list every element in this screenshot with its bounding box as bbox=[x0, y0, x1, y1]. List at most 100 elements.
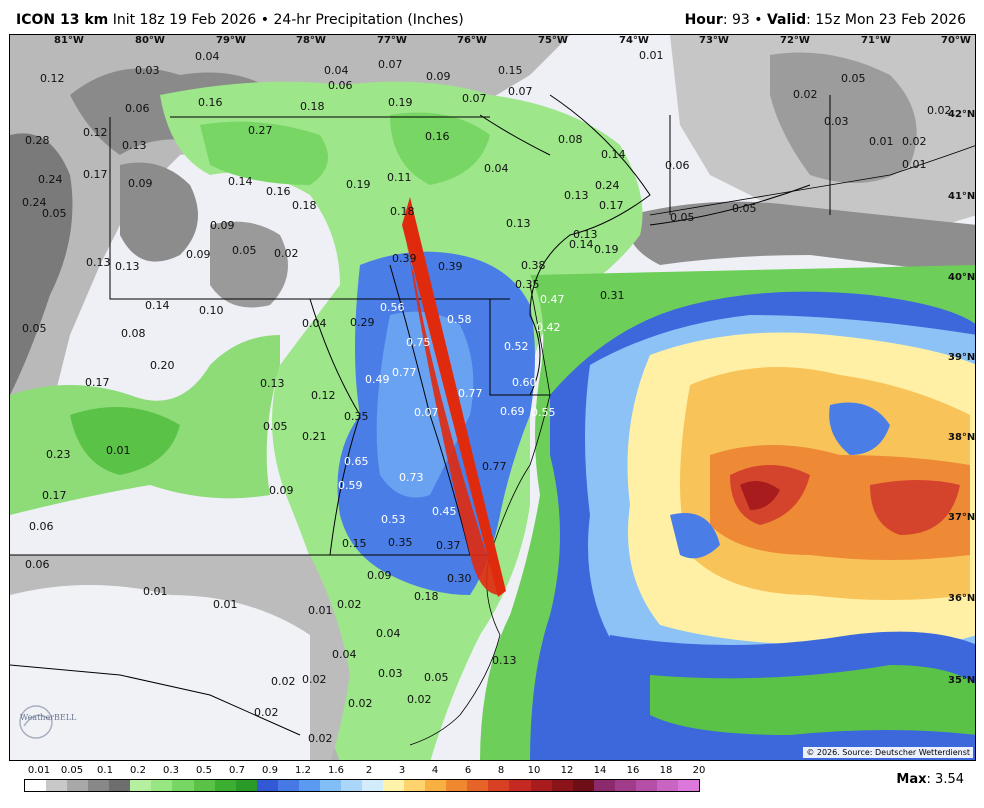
precip-value: 0.01 bbox=[106, 444, 131, 457]
precip-value: 0.12 bbox=[83, 126, 108, 139]
precip-value: 0.13 bbox=[122, 139, 147, 152]
precipitation-legend: 0.01 0.05 0.1 0.2 0.3 0.5 0.7 0.9 1.2 1.6 2 3 4 6 8 10 1… bbox=[24, 765, 705, 795]
legend-label: 0.1 bbox=[97, 765, 113, 776]
precip-value: 0.13 bbox=[564, 189, 589, 202]
precip-value: 0.53 bbox=[381, 513, 406, 526]
precip-value: 0.16 bbox=[266, 185, 291, 198]
legend-label: 1.6 bbox=[328, 765, 344, 776]
precip-value: 0.06 bbox=[25, 558, 50, 571]
precip-value: 0.02 bbox=[254, 706, 279, 719]
precip-value: 0.13 bbox=[86, 256, 111, 269]
precip-value: 0.01 bbox=[213, 598, 238, 611]
lon-label: 76°W bbox=[457, 35, 487, 46]
legend-swatch bbox=[614, 780, 636, 791]
precip-value: 0.77 bbox=[482, 460, 507, 473]
legend-swatch bbox=[130, 780, 152, 791]
legend-swatch bbox=[235, 780, 257, 791]
precip-value: 0.05 bbox=[732, 202, 757, 215]
legend-swatch bbox=[656, 780, 678, 791]
hour-label: Hour bbox=[684, 12, 723, 28]
model-name: ICON 13 km bbox=[16, 12, 109, 28]
precip-value: 0.04 bbox=[332, 648, 357, 661]
legend-swatch bbox=[446, 780, 468, 791]
precipitation-map[interactable]: 81°W 80°W 79°W 78°W 77°W 76°W 75°W 74°W … bbox=[9, 34, 976, 761]
max-number: : 3.54 bbox=[926, 772, 964, 787]
precip-value: 0.24 bbox=[38, 173, 63, 186]
product-name: 24-hr Precipitation (Inches) bbox=[273, 12, 464, 28]
precip-value: 0.10 bbox=[199, 304, 224, 317]
lon-label: 73°W bbox=[699, 35, 729, 46]
precip-value: 0.20 bbox=[150, 359, 175, 372]
precip-value: 0.19 bbox=[388, 96, 413, 109]
precip-value: 0.13 bbox=[492, 654, 517, 667]
precip-value: 0.08 bbox=[558, 133, 583, 146]
precip-value: 0.05 bbox=[232, 244, 257, 257]
precip-value: 0.49 bbox=[365, 373, 390, 386]
legend-swatch bbox=[25, 780, 47, 791]
precip-value: 0.15 bbox=[498, 64, 523, 77]
precip-value: 0.04 bbox=[195, 50, 220, 63]
legend-swatch bbox=[383, 780, 405, 791]
legend-swatch bbox=[193, 780, 215, 791]
precip-value: 0.17 bbox=[42, 489, 67, 502]
legend-swatch bbox=[151, 780, 173, 791]
precip-value: 0.55 bbox=[531, 406, 556, 419]
precip-value: 0.02 bbox=[348, 697, 373, 710]
map-canvas: 81°W 80°W 79°W 78°W 77°W 76°W 75°W 74°W … bbox=[10, 35, 975, 760]
lon-label: 79°W bbox=[216, 35, 246, 46]
max-value: Max: 3.54 bbox=[896, 772, 964, 787]
precip-value: 0.45 bbox=[432, 505, 457, 518]
lon-label: 74°W bbox=[619, 35, 649, 46]
legend-swatch bbox=[635, 780, 657, 791]
lat-label: 35°N bbox=[948, 675, 975, 686]
legend-label: 2 bbox=[365, 765, 373, 776]
precip-value: 0.02 bbox=[302, 673, 327, 686]
precip-value: 0.02 bbox=[271, 675, 296, 688]
precip-value: 0.09 bbox=[367, 569, 392, 582]
precip-value: 0.16 bbox=[198, 96, 223, 109]
precip-value: 0.05 bbox=[424, 671, 449, 684]
legend-label: 18 bbox=[659, 765, 673, 776]
precip-value: 0.09 bbox=[426, 70, 451, 83]
legend-swatch bbox=[467, 780, 489, 791]
precip-value: 0.12 bbox=[40, 72, 65, 85]
lat-label: 39°N bbox=[948, 352, 975, 363]
precip-value: 0.06 bbox=[29, 520, 54, 533]
precip-value: 0.04 bbox=[484, 162, 509, 175]
precip-value: 0.69 bbox=[500, 405, 525, 418]
precip-value: 0.13 bbox=[115, 260, 140, 273]
legend-label: 8 bbox=[497, 765, 505, 776]
legend-swatch bbox=[362, 780, 384, 791]
legend-swatch bbox=[67, 780, 89, 791]
precip-value: 0.05 bbox=[841, 72, 866, 85]
precip-value: 0.13 bbox=[506, 217, 531, 230]
init-time: Init 18z 19 Feb 2026 bbox=[112, 12, 257, 28]
lat-label: 40°N bbox=[948, 272, 975, 283]
precip-value: 0.60 bbox=[512, 376, 537, 389]
precip-value: 0.16 bbox=[425, 130, 450, 143]
precip-value: 0.09 bbox=[186, 248, 211, 261]
precip-value: 0.19 bbox=[346, 178, 371, 191]
legend-color-bar bbox=[24, 779, 700, 792]
precip-value: 0.17 bbox=[85, 376, 110, 389]
precip-value: 0.05 bbox=[42, 207, 67, 220]
precip-value: 0.14 bbox=[569, 238, 594, 251]
precip-value: 0.14 bbox=[601, 148, 626, 161]
legend-swatch bbox=[256, 780, 278, 791]
precip-value: 0.24 bbox=[595, 179, 620, 192]
precip-value: 0.05 bbox=[263, 420, 288, 433]
precip-value: 0.52 bbox=[504, 340, 529, 353]
precip-value: 0.27 bbox=[248, 124, 273, 137]
max-label: Max bbox=[896, 772, 927, 787]
logo-text: WeatherBELL bbox=[20, 713, 77, 722]
precip-value: 0.29 bbox=[350, 316, 375, 329]
precip-value: 0.13 bbox=[573, 228, 598, 241]
legend-label: 14 bbox=[593, 765, 607, 776]
precip-value: 0.01 bbox=[639, 49, 664, 62]
precip-value: 0.02 bbox=[407, 693, 432, 706]
precip-value: 0.01 bbox=[143, 585, 168, 598]
legend-label: 10 bbox=[527, 765, 541, 776]
legend-swatch bbox=[319, 780, 341, 791]
lon-label: 75°W bbox=[538, 35, 568, 46]
precip-value: 0.37 bbox=[436, 539, 461, 552]
